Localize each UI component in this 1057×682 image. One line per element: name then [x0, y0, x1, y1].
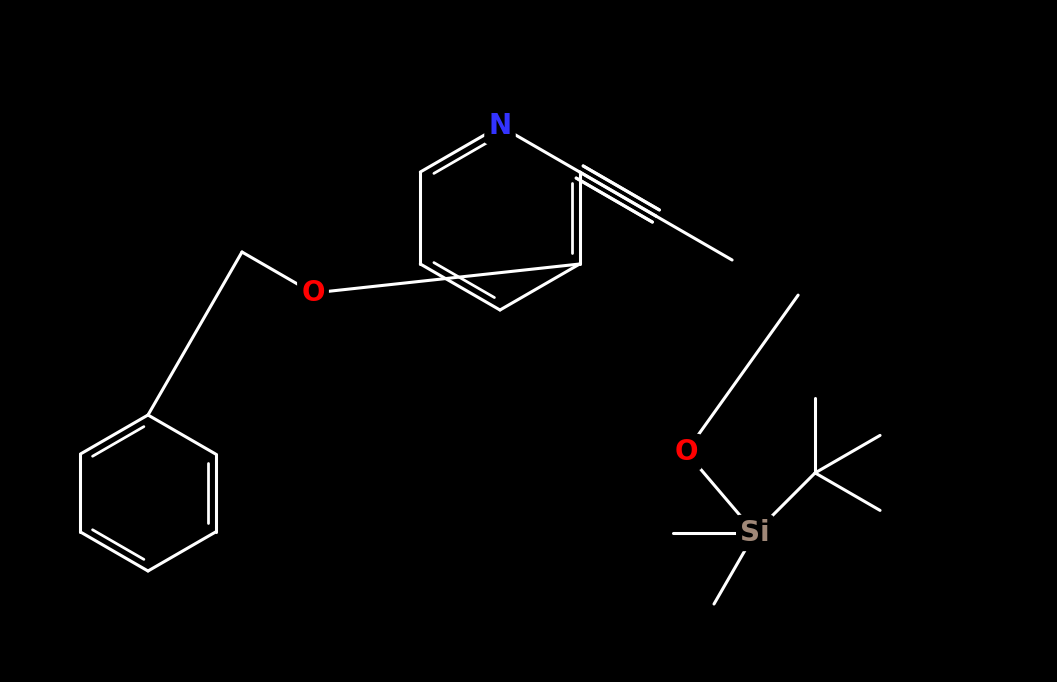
Text: Si: Si [740, 519, 769, 547]
Text: O: O [301, 279, 324, 307]
Text: N: N [488, 112, 512, 140]
Text: O: O [674, 438, 698, 466]
